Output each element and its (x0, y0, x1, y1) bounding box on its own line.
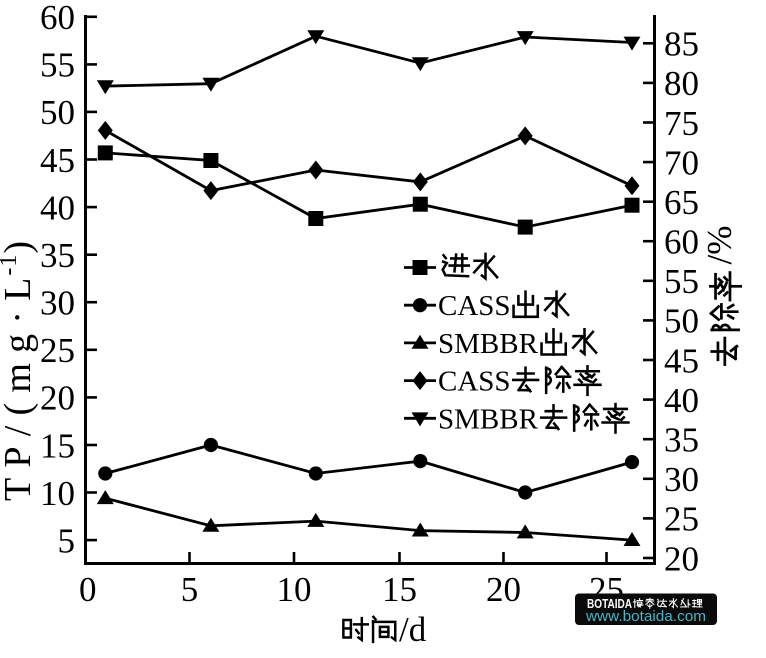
svg-text:50: 50 (40, 93, 75, 132)
svg-text:25: 25 (40, 331, 75, 370)
svg-text:/d: /d (399, 610, 427, 649)
svg-text:50: 50 (664, 302, 699, 341)
svg-text:CASS: CASS (438, 366, 511, 398)
svg-text:40: 40 (40, 188, 75, 227)
svg-text:70: 70 (664, 143, 699, 182)
svg-text:20: 20 (40, 379, 75, 418)
svg-text:0: 0 (79, 570, 97, 609)
svg-text:65: 65 (664, 183, 699, 222)
svg-text:TP/(mg·L-1): TP/(mg·L-1) (0, 241, 39, 501)
svg-text:BOTAIDA: BOTAIDA (587, 597, 632, 611)
svg-text:5: 5 (58, 521, 76, 560)
svg-text:55: 55 (40, 46, 75, 85)
svg-text:45: 45 (664, 341, 699, 380)
svg-text:45: 45 (40, 141, 75, 180)
svg-text:75: 75 (664, 104, 699, 143)
svg-text:30: 30 (40, 284, 75, 323)
svg-text:20: 20 (664, 539, 699, 578)
svg-text:25: 25 (664, 500, 699, 539)
svg-text:35: 35 (664, 421, 699, 460)
svg-text:5: 5 (181, 570, 199, 609)
svg-text:60: 60 (664, 223, 699, 262)
svg-text:80: 80 (664, 64, 699, 103)
svg-text:CASS: CASS (438, 290, 511, 322)
svg-text:15: 15 (382, 570, 417, 609)
svg-text:30: 30 (664, 460, 699, 499)
svg-text:40: 40 (664, 381, 699, 420)
svg-text:15: 15 (40, 426, 75, 465)
svg-text:10: 10 (277, 570, 312, 609)
svg-text:/%: /% (700, 226, 739, 265)
svg-text:35: 35 (40, 236, 75, 275)
svg-text:SMBBR: SMBBR (438, 328, 539, 360)
svg-text:www.botaida.com: www.botaida.com (585, 609, 706, 625)
svg-text:55: 55 (664, 262, 699, 301)
svg-text:10: 10 (40, 474, 75, 513)
svg-text:85: 85 (664, 25, 699, 64)
svg-text:SMBBR: SMBBR (438, 403, 539, 435)
svg-text:60: 60 (40, 0, 75, 37)
svg-text:20: 20 (486, 570, 521, 609)
